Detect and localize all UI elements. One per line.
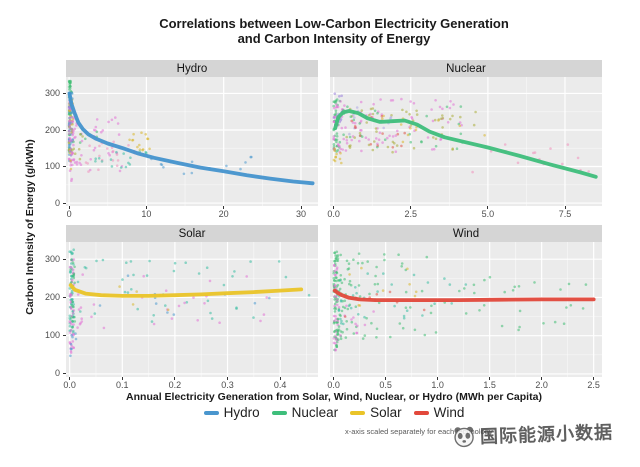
y-tick-mark	[62, 258, 66, 260]
x-tick-mark	[145, 206, 147, 209]
legend-item-nuclear: Nuclear	[271, 405, 339, 420]
x-tick-mark	[489, 377, 491, 380]
caption-note: x-axis scaled separately for each techno…	[345, 427, 493, 436]
chart-title: Correlations between Low-Carbon Electric…	[0, 16, 640, 46]
facet-panel-hydro	[66, 77, 318, 206]
legend-label: Wind	[433, 405, 465, 420]
watermark: 国际能源小数据	[452, 418, 614, 450]
x-tick-mark	[564, 206, 566, 209]
x-tick-mark	[227, 377, 228, 380]
y-tick-label: 100	[44, 330, 60, 341]
y-tick-label: 0	[54, 368, 60, 379]
x-tick-label: 1.5	[483, 380, 496, 390]
y-tick-label: 200	[44, 292, 60, 302]
y-tick-mark	[62, 92, 66, 94]
y-tick-label: 100	[44, 161, 60, 171]
y-tick-label: 300	[44, 253, 60, 264]
legend-label: Solar	[370, 405, 402, 420]
y-tick-label: 200	[44, 124, 60, 135]
x-tick-label: 0.0	[327, 209, 340, 219]
legend-swatch-wind	[413, 410, 429, 415]
x-tick-label: 30	[295, 209, 306, 219]
x-tick-mark	[68, 206, 70, 209]
facet-panel-nuclear	[330, 77, 602, 206]
x-tick-mark	[121, 377, 123, 380]
y-tick-mark	[62, 129, 66, 131]
facet-panel-wind	[330, 242, 602, 377]
y-tick-mark	[62, 166, 66, 167]
legend-item-solar: Solar	[350, 405, 402, 420]
watermark-text: 国际能源小数据	[479, 422, 614, 447]
x-tick-mark	[541, 377, 543, 380]
x-tick-label: 0.3	[221, 380, 234, 390]
y-tick-mark	[62, 202, 66, 204]
facet-strip-nuclear: Nuclear	[330, 60, 602, 77]
x-tick-label: 0.2	[168, 380, 182, 390]
y-tick-mark	[62, 297, 66, 298]
trend-line-solar	[68, 283, 304, 298]
x-tick-mark	[437, 377, 439, 380]
x-tick-label: 1.0	[431, 380, 444, 390]
trend-line-wind	[332, 288, 596, 302]
facet-strip-solar: Solar	[66, 225, 318, 242]
legend-swatch-hydro	[203, 410, 219, 415]
x-tick-mark	[300, 206, 302, 209]
x-tick-label: 0.1	[116, 380, 129, 390]
x-tick-label: 0.5	[379, 380, 392, 390]
x-tick-mark	[593, 377, 595, 380]
x-tick-mark	[410, 206, 412, 209]
y-tick-mark	[62, 373, 66, 375]
y-tick-label: 0	[54, 197, 60, 208]
facet-panel-solar	[66, 242, 318, 377]
x-tick-mark	[174, 377, 176, 380]
x-axis-label: Annual Electricity Generation from Solar…	[126, 391, 542, 403]
x-tick-mark	[223, 206, 225, 209]
x-tick-mark	[333, 206, 335, 209]
trend-line-hydro	[67, 91, 315, 186]
x-tick-label: 0.0	[63, 380, 76, 390]
x-tick-label: 2.5	[587, 380, 600, 390]
y-tick-mark	[62, 335, 66, 337]
x-tick-mark	[333, 377, 335, 380]
x-tick-label: 5.0	[481, 209, 495, 219]
legend-label: Nuclear	[291, 405, 339, 420]
chart-title-line1: Correlations between Low-Carbon Electric…	[159, 16, 509, 31]
y-tick-label: 300	[44, 87, 60, 98]
facet-strip-wind: Wind	[330, 225, 602, 242]
x-tick-label: 0.0	[327, 380, 340, 390]
x-tick-label: 2.5	[404, 209, 418, 219]
x-tick-label: 7.5	[558, 209, 572, 219]
x-tick-mark	[385, 377, 387, 380]
legend-label: Hydro	[223, 405, 260, 420]
x-tick-mark	[69, 377, 71, 380]
legend-swatch-nuclear	[271, 410, 287, 415]
trend-line-nuclear	[333, 109, 598, 179]
x-tick-mark	[487, 206, 489, 209]
x-tick-label: 10	[141, 209, 152, 219]
x-tick-label: 2.0	[535, 380, 548, 390]
legend-item-wind: Wind	[413, 405, 465, 420]
x-tick-label: 0.4	[273, 380, 287, 390]
x-tick-label: 0	[66, 209, 72, 219]
legend: Hydro Nuclear Solar Wind	[0, 405, 640, 420]
x-tick-mark	[279, 377, 281, 380]
facet-strip-hydro: Hydro	[66, 60, 318, 77]
panda-logo-icon	[454, 426, 474, 448]
x-tick-label: 20	[218, 209, 229, 219]
legend-item-hydro: Hydro	[203, 405, 260, 420]
legend-swatch-solar	[350, 410, 366, 415]
chart-title-line2: and Carbon Intensity of Energy	[237, 31, 431, 46]
